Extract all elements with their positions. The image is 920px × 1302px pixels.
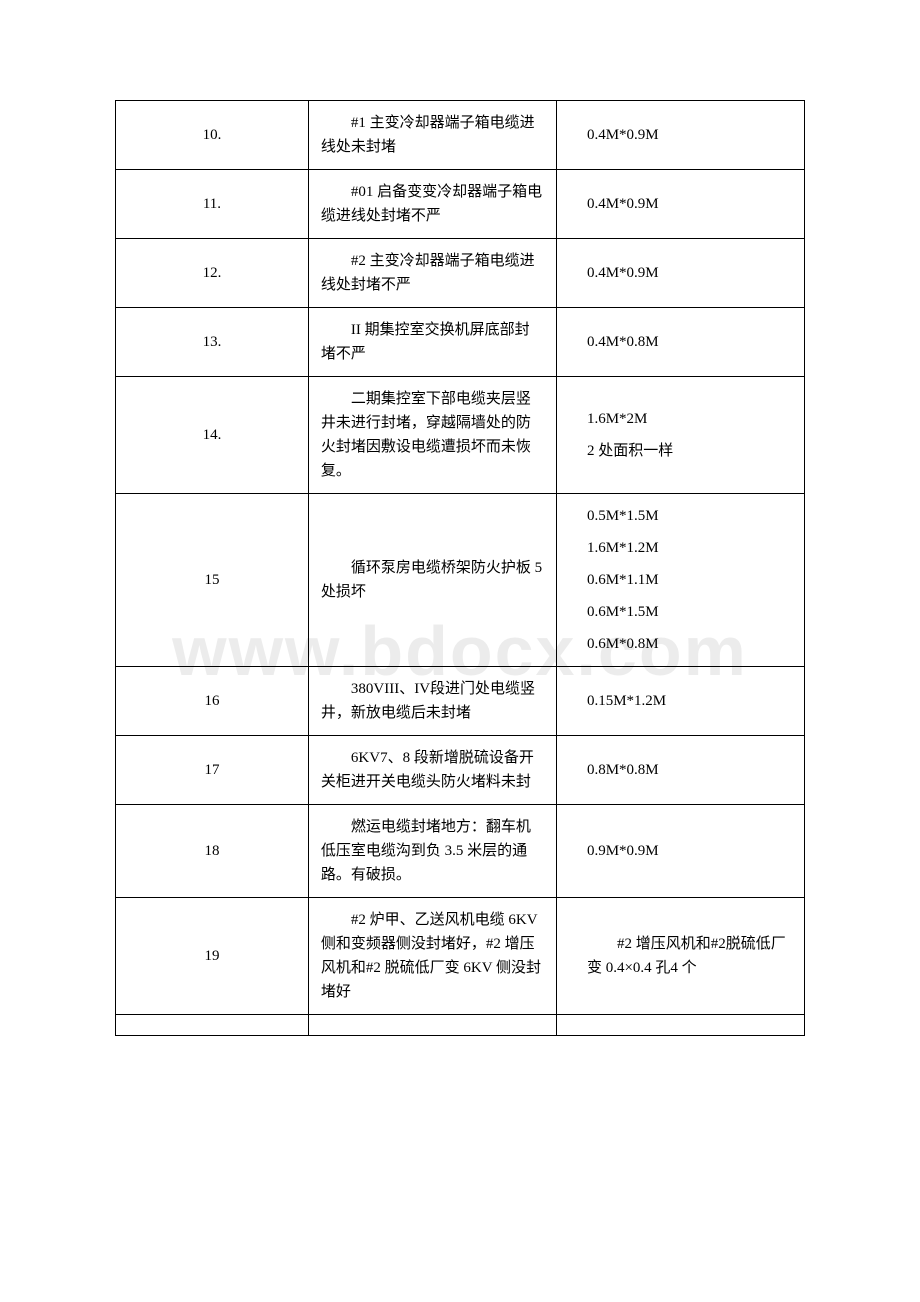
cell-dimension: 0.4M*0.9M [556, 101, 804, 170]
table-row: 11. #01 启备变变冷却器端子箱电缆进线处封堵不严 0.4M*0.9M [116, 170, 805, 239]
table-row: 14. 二期集控室下部电缆夹层竖井未进行封堵，穿越隔墙处的防火封堵因敷设电缆遭损… [116, 377, 805, 494]
cell-description: II 期集控室交换机屏底部封堵不严 [308, 308, 556, 377]
dim-line: 1.6M*1.2M [587, 536, 792, 560]
table-row: 16 380VIII、IV段进门处电缆竖井，新放电缆后未封堵 0.15M*1.2… [116, 667, 805, 736]
table-body: 10. #1 主变冷却器端子箱电缆进线处未封堵 0.4M*0.9M 11. #0… [116, 101, 805, 1036]
cell-description: 380VIII、IV段进门处电缆竖井，新放电缆后未封堵 [308, 667, 556, 736]
cell-number: 13. [116, 308, 309, 377]
cell-dimension: 1.6M*2M 2 处面积一样 [556, 377, 804, 494]
cell-dimension: 0.4M*0.8M [556, 308, 804, 377]
cell-description: 燃运电缆封堵地方：翻车机低压室电缆沟到负 3.5 米层的通路。有破损。 [308, 805, 556, 898]
cell-dimension: 0.5M*1.5M 1.6M*1.2M 0.6M*1.1M 0.6M*1.5M … [556, 494, 804, 667]
cell-number: 14. [116, 377, 309, 494]
dim-line: 2 处面积一样 [587, 439, 792, 463]
cell-description: #1 主变冷却器端子箱电缆进线处未封堵 [308, 101, 556, 170]
cell-number: 15 [116, 494, 309, 667]
table-row-empty [116, 1015, 805, 1036]
table-row: 13. II 期集控室交换机屏底部封堵不严 0.4M*0.8M [116, 308, 805, 377]
table-row: 18 燃运电缆封堵地方：翻车机低压室电缆沟到负 3.5 米层的通路。有破损。 0… [116, 805, 805, 898]
cell-dimension: 0.15M*1.2M [556, 667, 804, 736]
dim-line: 0.6M*1.5M [587, 600, 792, 624]
cell-number: 19 [116, 898, 309, 1015]
cell-number: 10. [116, 101, 309, 170]
table-row: 12. #2 主变冷却器端子箱电缆进线处封堵不严 0.4M*0.9M [116, 239, 805, 308]
cell-description: 循环泵房电缆桥架防火护板 5 处损坏 [308, 494, 556, 667]
dim-line: 0.6M*0.8M [587, 632, 792, 656]
cell-description: 6KV7、8 段新增脱硫设备开关柜进开关电缆头防火堵料未封 [308, 736, 556, 805]
cell-number: 16 [116, 667, 309, 736]
cell-description: #01 启备变变冷却器端子箱电缆进线处封堵不严 [308, 170, 556, 239]
table-row: 10. #1 主变冷却器端子箱电缆进线处未封堵 0.4M*0.9M [116, 101, 805, 170]
cell-empty [556, 1015, 804, 1036]
cell-dimension: 0.4M*0.9M [556, 170, 804, 239]
cell-dimension: 0.4M*0.9M [556, 239, 804, 308]
cell-empty [308, 1015, 556, 1036]
cell-number: 12. [116, 239, 309, 308]
cell-dimension: 0.9M*0.9M [556, 805, 804, 898]
cell-dimension: #2 增压风机和#2脱硫低厂变 0.4×0.4 孔4 个 [556, 898, 804, 1015]
table-row: 15 循环泵房电缆桥架防火护板 5 处损坏 0.5M*1.5M 1.6M*1.2… [116, 494, 805, 667]
dim-line: 1.6M*2M [587, 407, 792, 431]
cell-description: #2 炉甲、乙送风机电缆 6KV 侧和变频器侧没封堵好，#2 增压风机和#2 脱… [308, 898, 556, 1015]
cell-description: #2 主变冷却器端子箱电缆进线处封堵不严 [308, 239, 556, 308]
data-table: 10. #1 主变冷却器端子箱电缆进线处未封堵 0.4M*0.9M 11. #0… [115, 100, 805, 1036]
cell-dimension: 0.8M*0.8M [556, 736, 804, 805]
cell-number: 17 [116, 736, 309, 805]
cell-number: 18 [116, 805, 309, 898]
dim-line: 0.6M*1.1M [587, 568, 792, 592]
cell-description: 二期集控室下部电缆夹层竖井未进行封堵，穿越隔墙处的防火封堵因敷设电缆遭损坏而未恢… [308, 377, 556, 494]
table-row: 19 #2 炉甲、乙送风机电缆 6KV 侧和变频器侧没封堵好，#2 增压风机和#… [116, 898, 805, 1015]
cell-number: 11. [116, 170, 309, 239]
dim-line: 0.5M*1.5M [587, 504, 792, 528]
table-row: 17 6KV7、8 段新增脱硫设备开关柜进开关电缆头防火堵料未封 0.8M*0.… [116, 736, 805, 805]
cell-empty [116, 1015, 309, 1036]
